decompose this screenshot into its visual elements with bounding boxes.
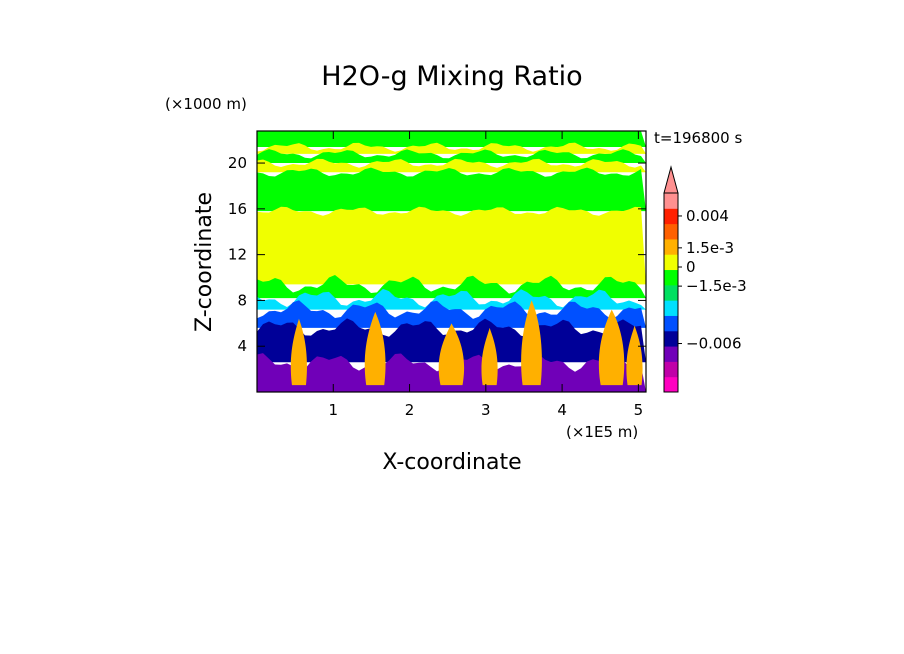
x-unit-label: (×1E5 m)	[566, 423, 638, 441]
colorbar: 0.004 1.5e-30−1.5e-3 −0.006	[663, 165, 747, 393]
colorbar-label: −1.5e-3	[686, 277, 747, 295]
plot-frame	[256, 130, 647, 393]
y-axis-label: Z-coordinate	[192, 192, 217, 332]
colorbar-label: 0.004	[686, 207, 729, 225]
colorbar-level	[664, 376, 678, 393]
colorbar-extend-arrow	[663, 165, 679, 194]
y-unit-label: (×1000 m)	[165, 95, 247, 113]
y-tick-label: 12	[228, 246, 247, 264]
colorbar-level	[664, 254, 678, 271]
y-tick-label: 16	[228, 200, 247, 218]
colorbar-level	[664, 361, 678, 378]
colorbar-level	[664, 208, 678, 225]
colorbar-level	[664, 223, 678, 240]
plume	[626, 325, 643, 386]
contour-field	[257, 131, 646, 392]
colorbar-level	[664, 238, 678, 255]
colorbar-level	[664, 193, 678, 209]
colorbar-label: 1.5e-3	[686, 239, 734, 257]
colorbar-level	[664, 315, 678, 332]
x-tick-label: 4	[557, 401, 567, 419]
contour-band	[257, 167, 646, 212]
y-tick-label: 4	[237, 337, 247, 355]
plume	[290, 318, 307, 386]
colorbar-level	[664, 330, 678, 347]
contour-band	[257, 300, 646, 328]
contour-band	[257, 206, 646, 285]
colorbar-level	[664, 346, 678, 362]
x-tick-label: 5	[634, 401, 644, 419]
colorbar-label: −0.006	[686, 335, 742, 353]
y-tick-label: 8	[237, 291, 247, 309]
plume	[438, 323, 465, 386]
x-tick-label: 2	[405, 401, 415, 419]
x-axis-ticks: 1 2 3 4 5	[329, 131, 644, 419]
plume	[598, 309, 625, 386]
colorbar-level	[664, 300, 678, 316]
x-tick-label: 3	[481, 401, 491, 419]
colorbar-level	[664, 284, 678, 301]
colorbar-frame	[663, 192, 679, 393]
contour-band	[257, 158, 646, 173]
time-label: t=196800 s	[654, 129, 742, 147]
chart-title: H2O-g Mixing Ratio	[321, 61, 582, 92]
colorbar-level	[664, 269, 678, 286]
x-tick-label: 1	[329, 401, 339, 419]
contour-band	[257, 149, 646, 164]
plume	[521, 300, 542, 386]
colorbar-label: 0	[686, 258, 696, 276]
contour-band	[257, 131, 646, 148]
plume	[481, 327, 498, 386]
contour-band	[257, 288, 646, 310]
plume	[364, 311, 386, 386]
contour-band	[257, 275, 646, 299]
y-axis-ticks: 4 8 12 16 20	[228, 154, 646, 355]
y-tick-label: 20	[228, 154, 247, 172]
x-axis-label: X-coordinate	[382, 450, 521, 475]
